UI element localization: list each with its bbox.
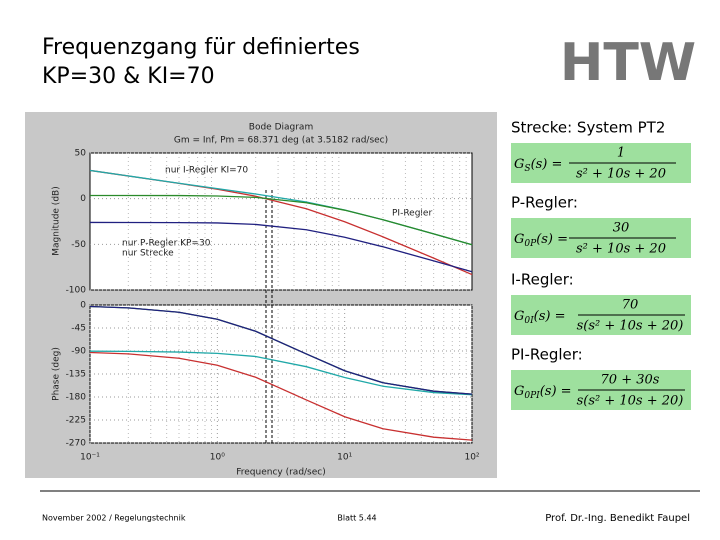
annotation: nur P-Regler KP=30 <box>122 239 211 249</box>
plot-subtitle: Gm = Inf, Pm = 68.371 deg (at 3.5182 rad… <box>174 136 388 146</box>
series-line <box>89 305 473 395</box>
footer: November 2002 / Regelungstechnik <box>42 514 186 523</box>
phase-axes <box>89 304 473 444</box>
formula-lhs: G <box>514 384 524 399</box>
y-tick-label: 0 <box>80 194 86 204</box>
title: KP=30 & KI=70 <box>42 64 215 89</box>
y-tick-label: -90 <box>71 347 86 357</box>
formula-lhs: G <box>514 232 524 247</box>
formula-denominator: s² + 10s + 20 <box>576 167 666 182</box>
annotation: nur Strecke <box>122 249 174 259</box>
formula-numerator: 70 <box>622 298 639 313</box>
formula-denominator: s(s² + 10s + 20) <box>577 319 684 334</box>
formula-lhs: G <box>514 309 524 324</box>
formula-sub: 0PI <box>524 391 540 401</box>
annotation: PI-Regler <box>392 209 432 219</box>
formula-numerator: 1 <box>617 146 625 161</box>
y-tick-label: -135 <box>66 370 86 380</box>
x-label: Frequency (rad/sec) <box>236 468 326 478</box>
footer: Blatt 5.44 <box>337 514 376 523</box>
y-tick-label: -100 <box>66 286 87 296</box>
formula-denominator: s(s² + 10s + 20) <box>577 394 684 409</box>
x-tick-label: 10² <box>464 453 479 463</box>
formula-lhs: G <box>514 157 524 172</box>
formula-arg: (s) = <box>531 157 563 172</box>
series-line <box>89 351 473 441</box>
formula-numerator: 30 <box>613 221 630 236</box>
logo: HTW <box>560 33 696 93</box>
y-tick-label: -270 <box>66 439 87 449</box>
crossover-lines <box>265 190 273 443</box>
formula-sub: 0I <box>524 316 534 326</box>
y-tick-label: -50 <box>71 240 86 250</box>
formula-numerator: 70 + 30s <box>601 373 660 388</box>
formula-arg: (s) = <box>540 384 572 399</box>
footer: Prof. Dr.-Ing. Benedikt Faupel <box>545 513 690 524</box>
y-tick-label: -45 <box>71 324 86 334</box>
formula: G0P(s) = <box>514 232 568 249</box>
x-tick-label: 10⁰ <box>210 453 225 463</box>
formula-sub: S <box>524 164 530 174</box>
formula: G0PI(s) = <box>514 384 572 401</box>
formula: G0I(s) = <box>514 309 566 326</box>
title: Frequenzgang für definiertes <box>42 35 360 60</box>
y-label: Phase (deg) <box>52 347 62 401</box>
formula-arg: (s) = <box>534 309 566 324</box>
formula-heading: PI-Regler: <box>511 346 583 364</box>
formula-arg: (s) = <box>536 232 568 247</box>
y-tick-label: -180 <box>66 393 87 403</box>
series-line <box>89 221 473 273</box>
x-tick-label: 10¹ <box>337 453 352 463</box>
formula-heading: P-Regler: <box>511 194 578 212</box>
formula-heading: Strecke: System PT2 <box>511 119 665 137</box>
formula-heading: I-Regler: <box>511 271 574 289</box>
formula-sub: 0P <box>524 239 537 249</box>
plot-title: Bode Diagram <box>249 123 313 133</box>
series-line <box>89 350 473 396</box>
magnitude-axes <box>89 152 473 291</box>
y-tick-label: 0 <box>80 301 86 311</box>
y-tick-label: -225 <box>66 416 86 426</box>
annotation: nur I-Regler KI=70 <box>165 166 248 176</box>
y-tick-label: 50 <box>75 149 87 159</box>
formula: GS(s) = <box>514 157 562 174</box>
y-label: Magnitude (dB) <box>52 186 62 255</box>
x-tick-label: 10⁻¹ <box>80 453 100 463</box>
series-line <box>90 194 473 246</box>
formula-denominator: s² + 10s + 20 <box>576 242 666 257</box>
